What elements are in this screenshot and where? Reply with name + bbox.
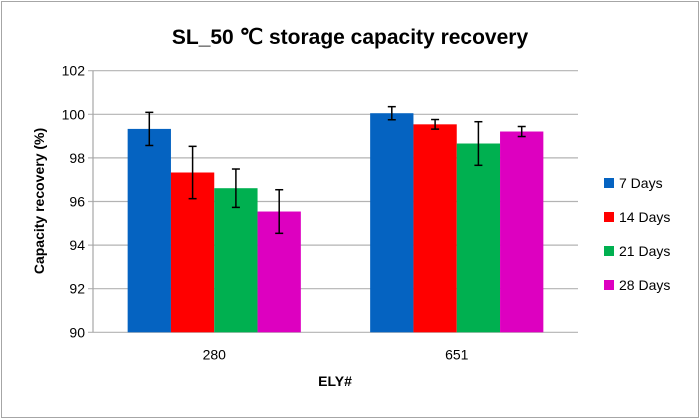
y-axis-label: Capacity recovery (%) bbox=[31, 128, 47, 274]
bar-651-14-days bbox=[413, 124, 457, 333]
legend-swatch bbox=[604, 246, 614, 256]
y-tick-label: 98 bbox=[69, 150, 85, 166]
bar-280-21-days bbox=[214, 188, 258, 333]
x-axis-label: ELY# bbox=[318, 373, 352, 389]
legend-label: 21 Days bbox=[619, 243, 670, 259]
bar-651-28-days bbox=[500, 131, 544, 333]
legend-label: 7 Days bbox=[619, 175, 663, 191]
bar-280-7-days bbox=[127, 128, 171, 333]
y-tick-label: 96 bbox=[69, 194, 85, 210]
y-tick-label: 94 bbox=[69, 237, 85, 253]
legend-label: 14 Days bbox=[619, 209, 670, 225]
legend-swatch bbox=[604, 280, 614, 290]
legend-swatch bbox=[604, 178, 614, 188]
chart-title: SL_50 ℃ storage capacity recovery bbox=[172, 26, 529, 49]
y-tick-label: 102 bbox=[62, 63, 86, 79]
legend-label: 28 Days bbox=[619, 277, 670, 293]
x-tick-label: 280 bbox=[203, 346, 227, 362]
y-tick-label: 92 bbox=[69, 281, 85, 297]
y-tick-label: 100 bbox=[62, 106, 86, 122]
bar-651-21-days bbox=[456, 143, 501, 333]
y-tick-label: 90 bbox=[69, 324, 85, 340]
x-tick-label: 651 bbox=[445, 346, 469, 362]
legend-swatch bbox=[604, 212, 614, 222]
bar-651-7-days bbox=[370, 113, 414, 333]
